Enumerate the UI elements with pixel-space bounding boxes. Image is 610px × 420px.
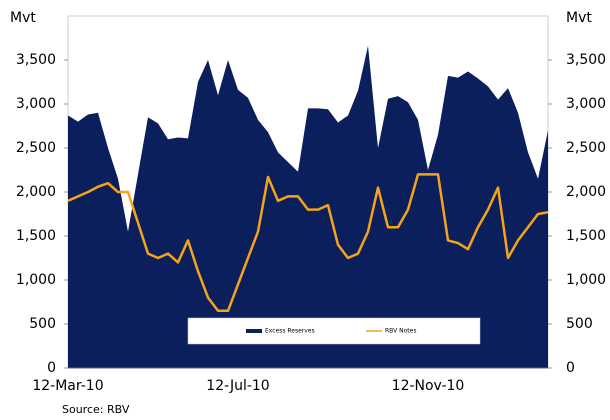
x-tick-label: 12-Mar-10 <box>32 378 103 394</box>
y2-tick-label: 2,500 <box>566 140 606 156</box>
legend-swatch <box>246 329 262 333</box>
x-tick-label: 12-Jul-10 <box>206 378 269 394</box>
y2-tick-label: 3,500 <box>566 52 606 68</box>
x-tick-label: 12-Nov-10 <box>392 378 465 394</box>
y2-tick-label: 500 <box>566 316 593 332</box>
y2-tick-label: 0 <box>566 360 575 376</box>
y2-tick-label: 3,000 <box>566 96 606 112</box>
legend-label: Excess Reserves <box>265 328 315 335</box>
y-tick-label: 3,500 <box>16 52 56 68</box>
y-tick-label: 1,000 <box>16 272 56 288</box>
line <box>67 173 549 313</box>
area <box>68 45 548 369</box>
y-tick-label: 2,000 <box>16 184 56 200</box>
y2-tick-label: 1,000 <box>566 272 606 288</box>
y-tick-label: 3,000 <box>16 96 56 112</box>
y2-tick-label: 1,500 <box>566 228 606 244</box>
legend-box <box>187 317 481 345</box>
y-tick-label: 0 <box>47 360 56 376</box>
y-tick-label: 500 <box>29 316 56 332</box>
legend-label: RBV Notes <box>385 328 416 335</box>
source-note: Source: RBV <box>62 403 130 416</box>
y2-axis-label: Mvt <box>566 10 592 26</box>
y-tick-label: 1,500 <box>16 228 56 244</box>
y-tick-label: 2,500 <box>16 140 56 156</box>
y-axis-label: Mvt <box>10 10 36 26</box>
y2-tick-label: 2,000 <box>566 184 606 200</box>
